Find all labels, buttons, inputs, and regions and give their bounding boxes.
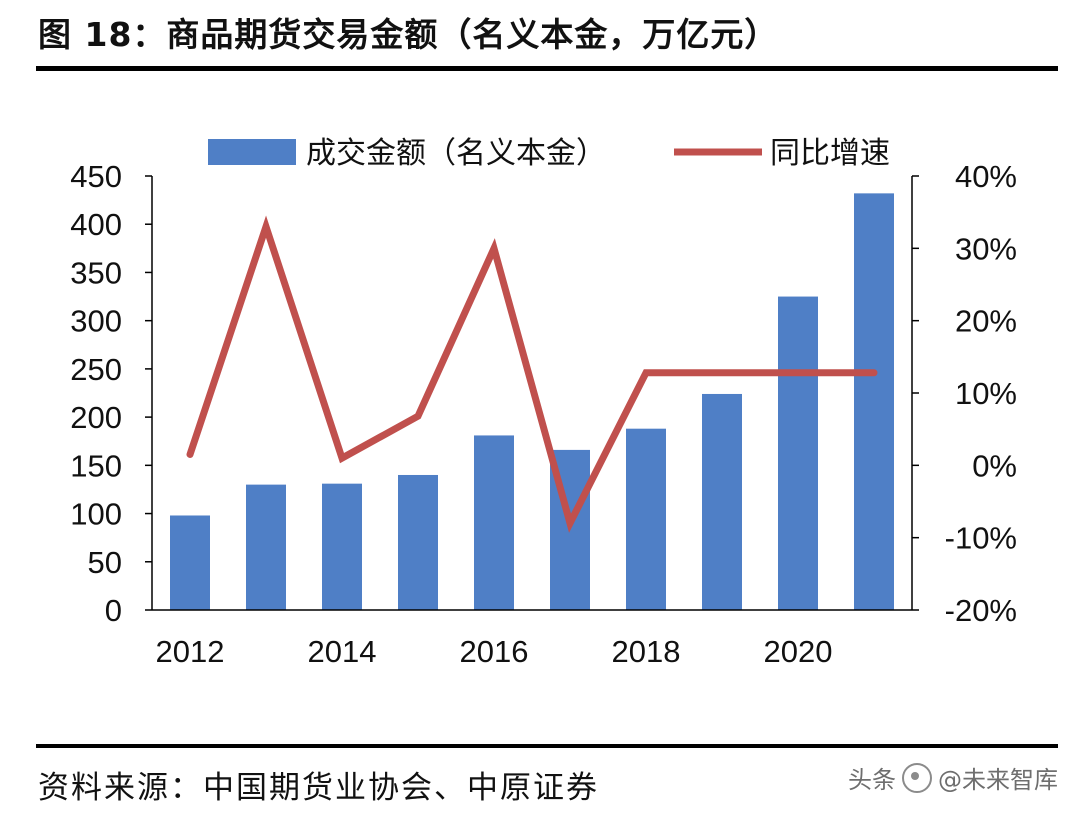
watermark-prefix: 头条 <box>848 766 896 794</box>
source-note: 资料来源：中国期货业协会、中原证券 <box>38 770 599 806</box>
y-left-tick-label: 100 <box>70 497 122 532</box>
bar-2015 <box>398 474 438 610</box>
y-left-tick-label: 50 <box>88 545 122 580</box>
chart: 成交金额（名义本金） 同比增速 0 50 100 150 200 250 300 350 400… <box>70 137 1017 669</box>
legend: 成交金额（名义本金） 同比增速 <box>208 137 890 170</box>
y-left-tick-label: 200 <box>70 400 122 435</box>
bar-2012 <box>170 515 210 610</box>
y-left-tick-label: 0 <box>105 593 122 628</box>
bottom-rule <box>36 744 1058 748</box>
y-right-tick-label: -20% <box>945 593 1017 628</box>
y-right-tick-label: 40% <box>955 159 1017 194</box>
y-right-tick-label: 30% <box>955 231 1017 266</box>
y-right-tick-label: 20% <box>955 304 1017 339</box>
x-tick-label: 2014 <box>308 634 377 669</box>
x-tick-label: 2016 <box>460 634 529 669</box>
legend-bar-swatch <box>208 139 296 165</box>
watermark: 头条 @未来智库 <box>848 760 1058 795</box>
y-right-tick-label: 0% <box>972 448 1017 483</box>
figure-title: 图 18：商品期货交易金额（名义本金，万亿元） <box>38 15 779 54</box>
bar-2014 <box>322 483 362 610</box>
y-left-tick-label: 150 <box>70 448 122 483</box>
y-left-tick-label: 350 <box>70 255 122 290</box>
bar-2021 <box>854 193 894 611</box>
y-left-tick-label: 450 <box>70 159 122 194</box>
y-left-tick-label: 300 <box>70 304 122 339</box>
wechat-icon <box>902 762 932 793</box>
bar-2018 <box>626 428 666 610</box>
x-tick-label: 2012 <box>156 634 225 669</box>
growth-line <box>186 215 878 533</box>
watermark-text: @未来智库 <box>938 766 1058 794</box>
bar-2019 <box>702 393 742 610</box>
legend-line-label: 同比增速 <box>770 137 890 170</box>
bar-2020 <box>778 296 818 610</box>
y-left-tick-label: 250 <box>70 352 122 387</box>
top-rule <box>36 66 1058 71</box>
bar-2016 <box>474 435 514 610</box>
y-right-tick-label: -10% <box>945 521 1017 556</box>
bar-2013 <box>246 484 286 610</box>
y-left-tick-label: 400 <box>70 207 122 242</box>
x-tick-label: 2018 <box>612 634 681 669</box>
legend-bar-label: 成交金额（名义本金） <box>306 137 606 170</box>
y-right-tick-label: 10% <box>955 376 1017 411</box>
x-tick-label: 2020 <box>764 634 833 669</box>
